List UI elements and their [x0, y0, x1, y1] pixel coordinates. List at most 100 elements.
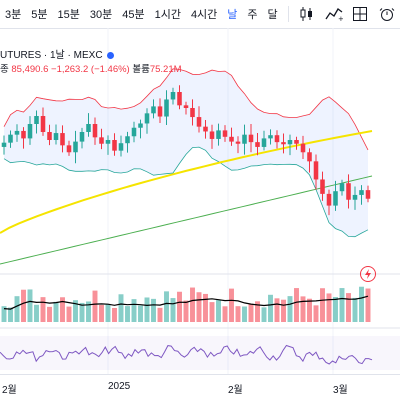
- timeframe-30m[interactable]: 30분: [89, 9, 113, 21]
- time-axis: 2월 2025 2월 3월: [0, 374, 400, 401]
- volume-bar: [222, 306, 228, 322]
- candle-body: [131, 127, 137, 137]
- price-legend: 종 85,490.6 −1,263.2 (−1.46%) 볼륨75.21M: [0, 61, 182, 75]
- timeframe-1w[interactable]: 주: [247, 9, 258, 21]
- volume-bar: [131, 299, 137, 322]
- volume-bar: [157, 307, 163, 322]
- candle-body: [359, 190, 364, 195]
- volume-bar: [339, 288, 345, 322]
- candle-body: [235, 141, 241, 144]
- volume-bar: [66, 306, 72, 322]
- volume-bar: [346, 293, 351, 322]
- candle-body: [27, 124, 33, 139]
- candle-body: [300, 143, 306, 153]
- candle-body: [183, 105, 189, 108]
- volume-bar: [333, 297, 338, 322]
- volume-bar: [352, 297, 358, 322]
- candle-body: [138, 123, 143, 128]
- volume-bar: [79, 302, 85, 322]
- indicators-icon[interactable]: +: [324, 4, 343, 24]
- layout-icon[interactable]: [351, 4, 370, 24]
- candle-body: [365, 190, 371, 199]
- toolbar-divider: [287, 6, 289, 22]
- candle-body: [86, 124, 91, 132]
- timeframe-1mo[interactable]: 달: [267, 9, 278, 21]
- candle-body: [326, 193, 332, 206]
- volume-bar: [281, 299, 286, 322]
- flash-icon[interactable]: [360, 266, 376, 282]
- rsi-band: [0, 336, 400, 370]
- candle-body: [21, 130, 26, 139]
- candle-body: [294, 140, 299, 144]
- volume-bar: [177, 291, 182, 322]
- candle-body: [144, 113, 150, 124]
- volume-bar: [216, 300, 221, 322]
- volume-bar: [326, 293, 332, 322]
- candle-body: [34, 116, 39, 124]
- volume-bar: [92, 290, 98, 322]
- bollinger-lower-line: [3, 146, 369, 238]
- moving-average-200-line: [0, 130, 373, 234]
- price-chart[interactable]: [0, 28, 400, 374]
- timeframe-45m[interactable]: 45분: [122, 9, 145, 21]
- candle-body: [53, 133, 59, 140]
- volume-bar: [203, 293, 208, 322]
- candle-body: [105, 140, 111, 144]
- x-axis-label: 3월: [333, 385, 348, 396]
- candle-body: [196, 117, 202, 127]
- bollinger-upper-line: [3, 68, 369, 151]
- candle-body: [164, 99, 169, 117]
- volume-bar: [209, 302, 215, 322]
- volume-bar: [190, 287, 195, 322]
- candle-body: [40, 116, 46, 132]
- candle-body: [73, 141, 78, 153]
- candle-body: [99, 137, 104, 144]
- volume-bar: [248, 303, 254, 322]
- volume-bar: [235, 306, 241, 322]
- candle-body: [177, 92, 182, 106]
- candle-body: [170, 92, 176, 100]
- candle-body: [8, 134, 13, 143]
- volume-label: 볼륨: [132, 64, 150, 75]
- volume-bar: [144, 297, 150, 322]
- timeframe-5m[interactable]: 5분: [31, 9, 48, 21]
- timeframe-15m[interactable]: 15분: [57, 9, 80, 21]
- timeframe-1h[interactable]: 1시간: [154, 9, 181, 21]
- price-change: −1,263.2 (−1.46%): [51, 64, 130, 75]
- volume-bar: [34, 304, 39, 322]
- candle-body: [281, 142, 286, 145]
- timeframe-3m[interactable]: 3분: [5, 9, 22, 21]
- candle-body: [14, 130, 20, 135]
- volume-bar: [359, 286, 364, 322]
- candle-body: [352, 194, 358, 200]
- timeframe-4h[interactable]: 4시간: [190, 9, 218, 21]
- volume-bar: [313, 305, 319, 322]
- alert-icon[interactable]: [377, 4, 396, 24]
- volume-bar: [118, 294, 124, 322]
- timeframe-toolbar: 3분 5분 15분 30분 45분 1시간 4시간 날 주 달 +: [0, 0, 400, 29]
- volume-bar: [196, 292, 202, 322]
- volume-bar: [99, 304, 104, 322]
- candle-body: [66, 145, 72, 153]
- candle-body: [157, 106, 163, 117]
- volume-bar: [151, 298, 156, 322]
- timeframe-1d[interactable]: 날: [227, 9, 238, 21]
- last-price: 85,490.6: [11, 64, 49, 75]
- volume-bar: [307, 298, 312, 322]
- rsi-line: [0, 344, 373, 365]
- volume-bar: [229, 288, 234, 322]
- candles-icon[interactable]: [298, 4, 317, 24]
- candle-body: [112, 140, 117, 151]
- volume-bar: [274, 298, 280, 322]
- candle-body: [248, 134, 254, 143]
- volume-bar: [365, 288, 371, 322]
- volume-value: 75.21M: [149, 64, 182, 75]
- volume-bar: [300, 296, 306, 322]
- candle-body: [216, 130, 221, 139]
- candle-body: [92, 124, 98, 138]
- volume-bar: [183, 300, 189, 322]
- candle-body: [255, 142, 260, 147]
- candle-body: [333, 191, 338, 206]
- candle-body: [222, 130, 228, 137]
- candle-body: [346, 183, 351, 200]
